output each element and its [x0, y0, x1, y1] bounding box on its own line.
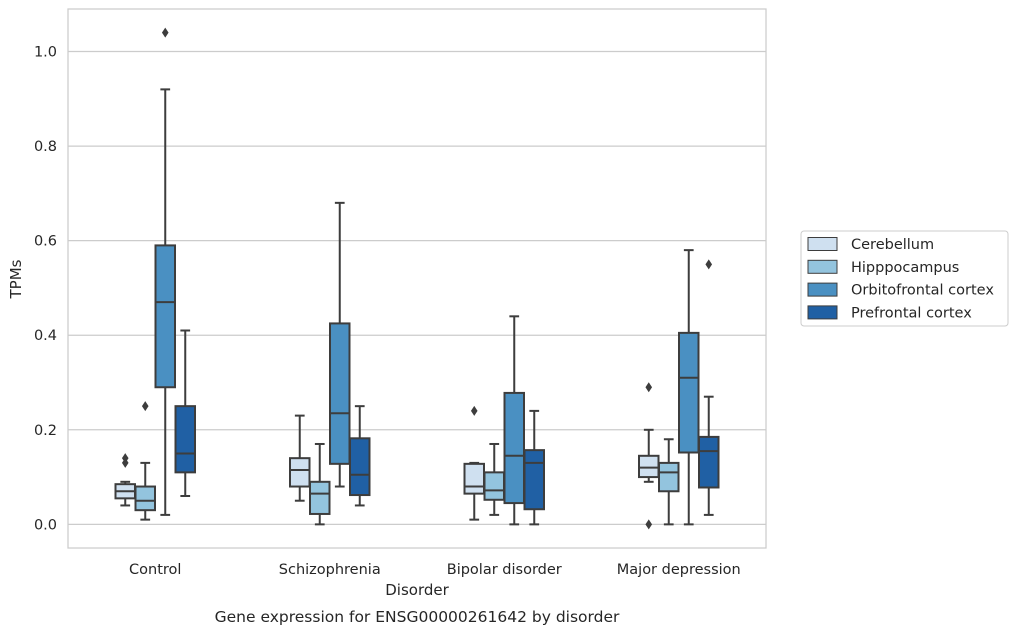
box-iqr — [289, 457, 311, 488]
x-tick-label: Bipolar disorder — [447, 562, 562, 578]
legend-swatch — [807, 259, 838, 274]
x-tick-label: Schizophrenia — [279, 562, 381, 578]
box-iqr — [134, 485, 156, 512]
y-tick-label: 0.2 — [34, 423, 57, 439]
box-group — [678, 249, 700, 526]
legend: Cerebellum Hipppocampus Orbitofrontal cort… — [800, 230, 1009, 327]
box-group — [638, 382, 660, 530]
outlier-point — [121, 453, 129, 464]
legend-swatch — [807, 305, 838, 320]
y-tick-label: 0.8 — [34, 139, 57, 155]
y-tick-label: 0.6 — [34, 234, 57, 250]
x-tick-label: Major depression — [617, 562, 741, 578]
box-group — [329, 201, 351, 488]
y-axis-ticks: 0.0 0.2 0.4 0.6 0.8 1.0 — [34, 45, 57, 534]
box-iqr — [463, 462, 485, 495]
box-iqr — [174, 405, 196, 474]
box-group — [154, 27, 176, 516]
box-group — [698, 259, 720, 516]
x-axis-label: Disorder — [385, 581, 449, 599]
legend-label: Cerebellum — [851, 237, 934, 253]
y-axis-label: TPMs — [7, 259, 25, 299]
x-axis-ticks: Control Schizophrenia Bipolar disorder Majo… — [129, 562, 741, 578]
box-group — [309, 442, 331, 526]
box-iqr — [483, 471, 505, 501]
outlier-point — [141, 401, 149, 412]
legend-label: Hipppocampus — [851, 260, 959, 276]
legend-swatch — [807, 282, 838, 297]
box-group — [658, 438, 680, 526]
outlier-point — [705, 259, 713, 270]
box-iqr — [309, 480, 331, 515]
x-tick-label: Control — [129, 562, 181, 578]
box-group — [503, 315, 525, 526]
box-group — [523, 409, 545, 526]
plot-area-frame — [67, 8, 767, 549]
outlier-point — [645, 519, 653, 530]
chart-caption: Gene expression for ENSG00000261642 by d… — [215, 608, 620, 626]
box-group — [483, 442, 505, 516]
box-iqr — [658, 461, 680, 493]
box-group — [289, 414, 311, 502]
box-iqr — [503, 391, 525, 505]
y-tick-label: 0.0 — [34, 517, 57, 533]
legend-label: Prefrontal cortex — [851, 305, 972, 321]
legend-swatch — [807, 237, 838, 251]
outlier-point — [645, 382, 653, 393]
outlier-point — [470, 405, 478, 416]
box-iqr — [329, 322, 351, 465]
box-group — [134, 401, 156, 521]
outlier-point — [161, 27, 169, 38]
legend-label: Orbitofrontal cortex — [851, 283, 994, 299]
box-iqr — [638, 454, 660, 479]
box-iqr — [678, 331, 700, 454]
y-tick-label: 0.4 — [34, 328, 57, 344]
box-iqr — [349, 437, 371, 497]
box-series-group — [114, 27, 720, 530]
box-iqr — [698, 435, 720, 489]
box-group — [349, 405, 371, 507]
legend-frame — [800, 230, 1009, 327]
box-group — [114, 453, 136, 507]
box-group — [174, 329, 196, 497]
box-iqr — [523, 449, 545, 511]
box-group — [463, 405, 485, 521]
y-tick-label: 1.0 — [34, 45, 57, 61]
box-iqr — [154, 244, 176, 389]
